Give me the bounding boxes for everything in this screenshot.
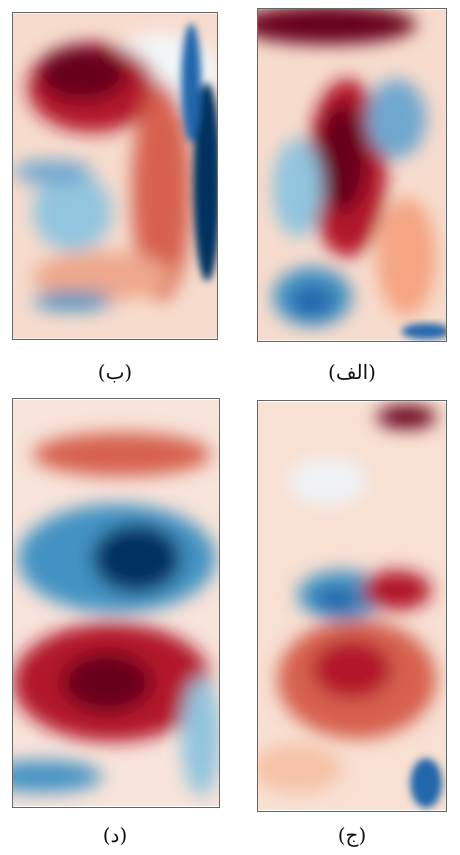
panel-label: (الف) — [328, 360, 376, 384]
panel-d — [12, 398, 220, 808]
panel-a — [257, 8, 447, 342]
panel-b — [12, 12, 218, 340]
panel-label: (ج) — [337, 823, 367, 847]
panel-label: (د) — [102, 823, 128, 847]
panel-label: (ب) — [97, 360, 133, 384]
panel-c — [257, 400, 447, 812]
